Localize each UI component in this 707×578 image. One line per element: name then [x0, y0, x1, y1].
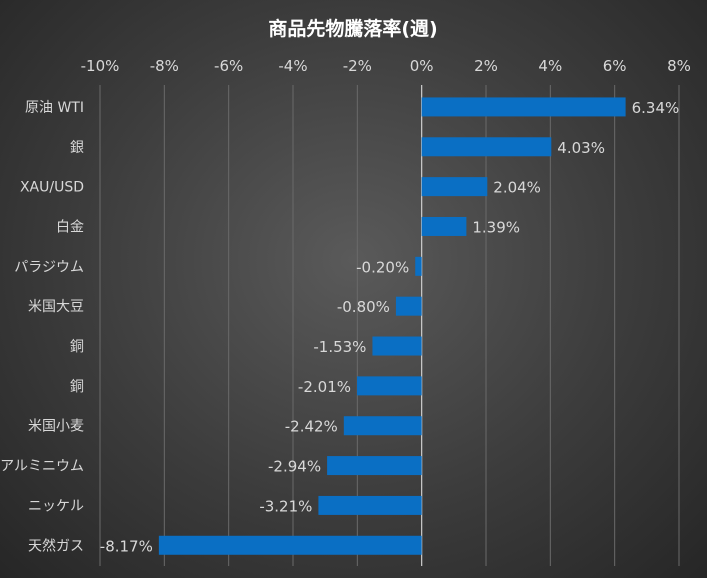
category-label: 銅	[70, 379, 84, 395]
category-label: パラジウム	[14, 259, 84, 275]
category-label: 銀	[70, 140, 84, 156]
bar	[158, 535, 422, 555]
bar	[421, 177, 488, 197]
data-label: -3.21%	[259, 497, 312, 515]
x-tick-label: -10%	[81, 57, 120, 75]
bar	[343, 416, 422, 436]
x-tick-label: -2%	[343, 57, 372, 75]
category-label: 白金	[56, 219, 84, 235]
data-label: 2.04%	[493, 179, 541, 197]
bar	[415, 256, 422, 276]
category-label: ニッケル	[28, 498, 84, 514]
data-label: 6.34%	[632, 99, 680, 117]
data-label: -0.20%	[356, 258, 409, 276]
bar	[327, 456, 422, 476]
data-label: -2.01%	[298, 378, 351, 396]
x-tick-label: 8%	[667, 57, 691, 75]
x-tick-label: -6%	[214, 57, 243, 75]
bar	[357, 376, 422, 396]
data-label: -2.42%	[285, 418, 338, 436]
x-tick-label: 6%	[603, 57, 627, 75]
data-label: 1.39%	[472, 218, 520, 236]
bar	[421, 216, 467, 236]
data-labels: 6.34% 4.03% 2.04% 1.39% -0.20% -0.80% -1.53% -2…	[100, 99, 679, 555]
category-labels: 原油 WTI銀XAU/USD白金パラジウム米国大豆銅銅米国小麦アルミニウムニッケ…	[0, 100, 84, 554]
data-label: 4.03%	[557, 139, 605, 157]
chart-title: 商品先物騰落率(週)	[268, 17, 437, 40]
x-tick-label: 0%	[410, 57, 434, 75]
category-label: 銅	[70, 339, 84, 355]
category-label: 原油 WTI	[25, 100, 84, 116]
bar	[318, 495, 422, 515]
x-tick-label: 4%	[538, 57, 562, 75]
x-tick-label: -8%	[150, 57, 179, 75]
data-label: -0.80%	[337, 298, 390, 316]
data-label: -2.94%	[268, 458, 321, 476]
category-label: 米国大豆	[28, 299, 84, 315]
bar	[421, 97, 626, 117]
x-tick-label: 2%	[474, 57, 498, 75]
category-label: 天然ガス	[28, 537, 84, 554]
category-label: XAU/USD	[20, 180, 84, 196]
bar	[421, 137, 552, 157]
bars	[158, 97, 626, 555]
category-label: 米国小麦	[28, 419, 84, 435]
x-axis-ticks: -10% -8% -6% -4% -2% 0% 2% 4% 6% 8%	[81, 57, 691, 75]
category-label: アルミニウム	[0, 459, 84, 475]
bar	[372, 336, 422, 356]
grid-lines	[99, 85, 680, 566]
x-tick-label: -4%	[278, 57, 307, 75]
data-label: -1.53%	[313, 338, 366, 356]
bar	[395, 296, 422, 316]
data-label: -8.17%	[100, 537, 153, 555]
